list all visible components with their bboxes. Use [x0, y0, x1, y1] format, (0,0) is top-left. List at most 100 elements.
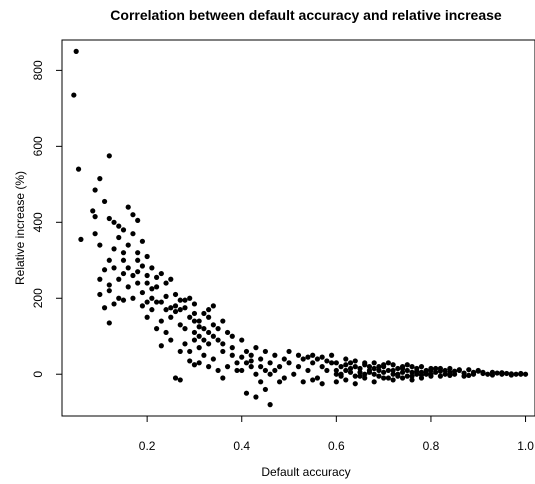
data-point: [357, 373, 363, 379]
data-point: [92, 214, 98, 220]
data-point: [120, 297, 127, 303]
data-point: [262, 386, 268, 393]
data-point: [135, 280, 141, 286]
data-point: [475, 367, 481, 374]
data-point: [409, 377, 415, 383]
data-point: [310, 377, 316, 383]
data-point: [305, 354, 311, 360]
data-points: [71, 48, 529, 408]
data-point: [362, 371, 368, 377]
data-point: [182, 341, 188, 347]
data-point: [177, 377, 183, 383]
data-point: [144, 314, 150, 320]
data-point: [101, 198, 108, 205]
data-point: [191, 310, 198, 317]
data-point: [182, 297, 188, 303]
data-point: [418, 364, 425, 370]
data-point: [206, 307, 212, 313]
data-point: [187, 358, 193, 364]
data-point: [172, 375, 179, 381]
data-point: [243, 360, 250, 366]
data-point: [177, 322, 183, 328]
data-point: [357, 369, 363, 375]
data-point: [139, 303, 146, 309]
x-axis-label: Default accuracy: [261, 465, 350, 479]
data-point: [258, 364, 264, 370]
data-point: [196, 345, 202, 351]
data-point: [135, 269, 141, 275]
data-point: [196, 360, 202, 366]
data-point: [399, 365, 406, 372]
data-point: [201, 352, 207, 358]
data-point: [210, 356, 216, 362]
data-point: [295, 352, 302, 358]
data-point: [381, 375, 387, 381]
data-point: [163, 329, 169, 336]
data-point: [319, 364, 325, 370]
data-point: [97, 291, 103, 298]
data-point: [97, 276, 103, 282]
data-point: [106, 153, 112, 159]
data-point: [196, 324, 202, 330]
y-tick-label: 200: [31, 288, 45, 308]
data-point: [248, 358, 254, 364]
data-point: [343, 367, 349, 374]
data-point: [253, 345, 259, 351]
data-point: [106, 215, 112, 222]
data-point: [73, 48, 79, 54]
data-point: [409, 369, 415, 375]
data-point: [111, 246, 117, 252]
data-point: [433, 365, 439, 372]
data-point: [125, 265, 131, 271]
data-point: [206, 364, 212, 370]
data-point: [144, 253, 150, 260]
data-point: [135, 217, 141, 224]
data-point: [177, 297, 183, 303]
data-point: [399, 375, 406, 381]
data-point: [319, 381, 325, 387]
data-point: [381, 369, 387, 375]
data-point: [210, 322, 216, 328]
data-point: [229, 333, 235, 339]
data-point: [390, 367, 396, 374]
data-point: [314, 375, 321, 381]
data-point: [248, 352, 254, 358]
data-point: [224, 329, 231, 336]
data-point: [135, 250, 141, 256]
data-point: [404, 367, 410, 374]
data-point: [352, 358, 358, 364]
data-point: [442, 367, 448, 374]
data-point: [494, 370, 500, 376]
data-point: [343, 356, 349, 362]
data-point: [338, 373, 344, 379]
data-point: [239, 354, 245, 360]
data-point: [409, 373, 415, 379]
y-axis-label: Relative increase (%): [13, 171, 27, 285]
data-point: [177, 348, 183, 355]
data-point: [106, 282, 112, 288]
data-point: [125, 284, 131, 290]
data-point: [144, 280, 150, 286]
data-point: [381, 362, 387, 368]
data-point: [220, 318, 226, 324]
data-point: [149, 307, 155, 313]
data-point: [480, 369, 486, 375]
data-point: [451, 368, 458, 374]
data-point: [461, 373, 467, 379]
data-point: [324, 367, 330, 374]
data-point: [220, 348, 226, 355]
data-point: [168, 276, 174, 282]
data-point: [276, 379, 283, 385]
data-point: [281, 356, 287, 362]
data-point: [111, 301, 117, 307]
data-point: [92, 187, 98, 193]
data-point: [518, 370, 524, 377]
data-point: [239, 367, 245, 374]
data-point: [168, 314, 174, 320]
data-point: [352, 364, 358, 370]
x-tick-label: 1.0: [517, 439, 534, 453]
data-point: [295, 364, 302, 370]
data-point: [395, 365, 401, 372]
data-point: [366, 364, 373, 370]
